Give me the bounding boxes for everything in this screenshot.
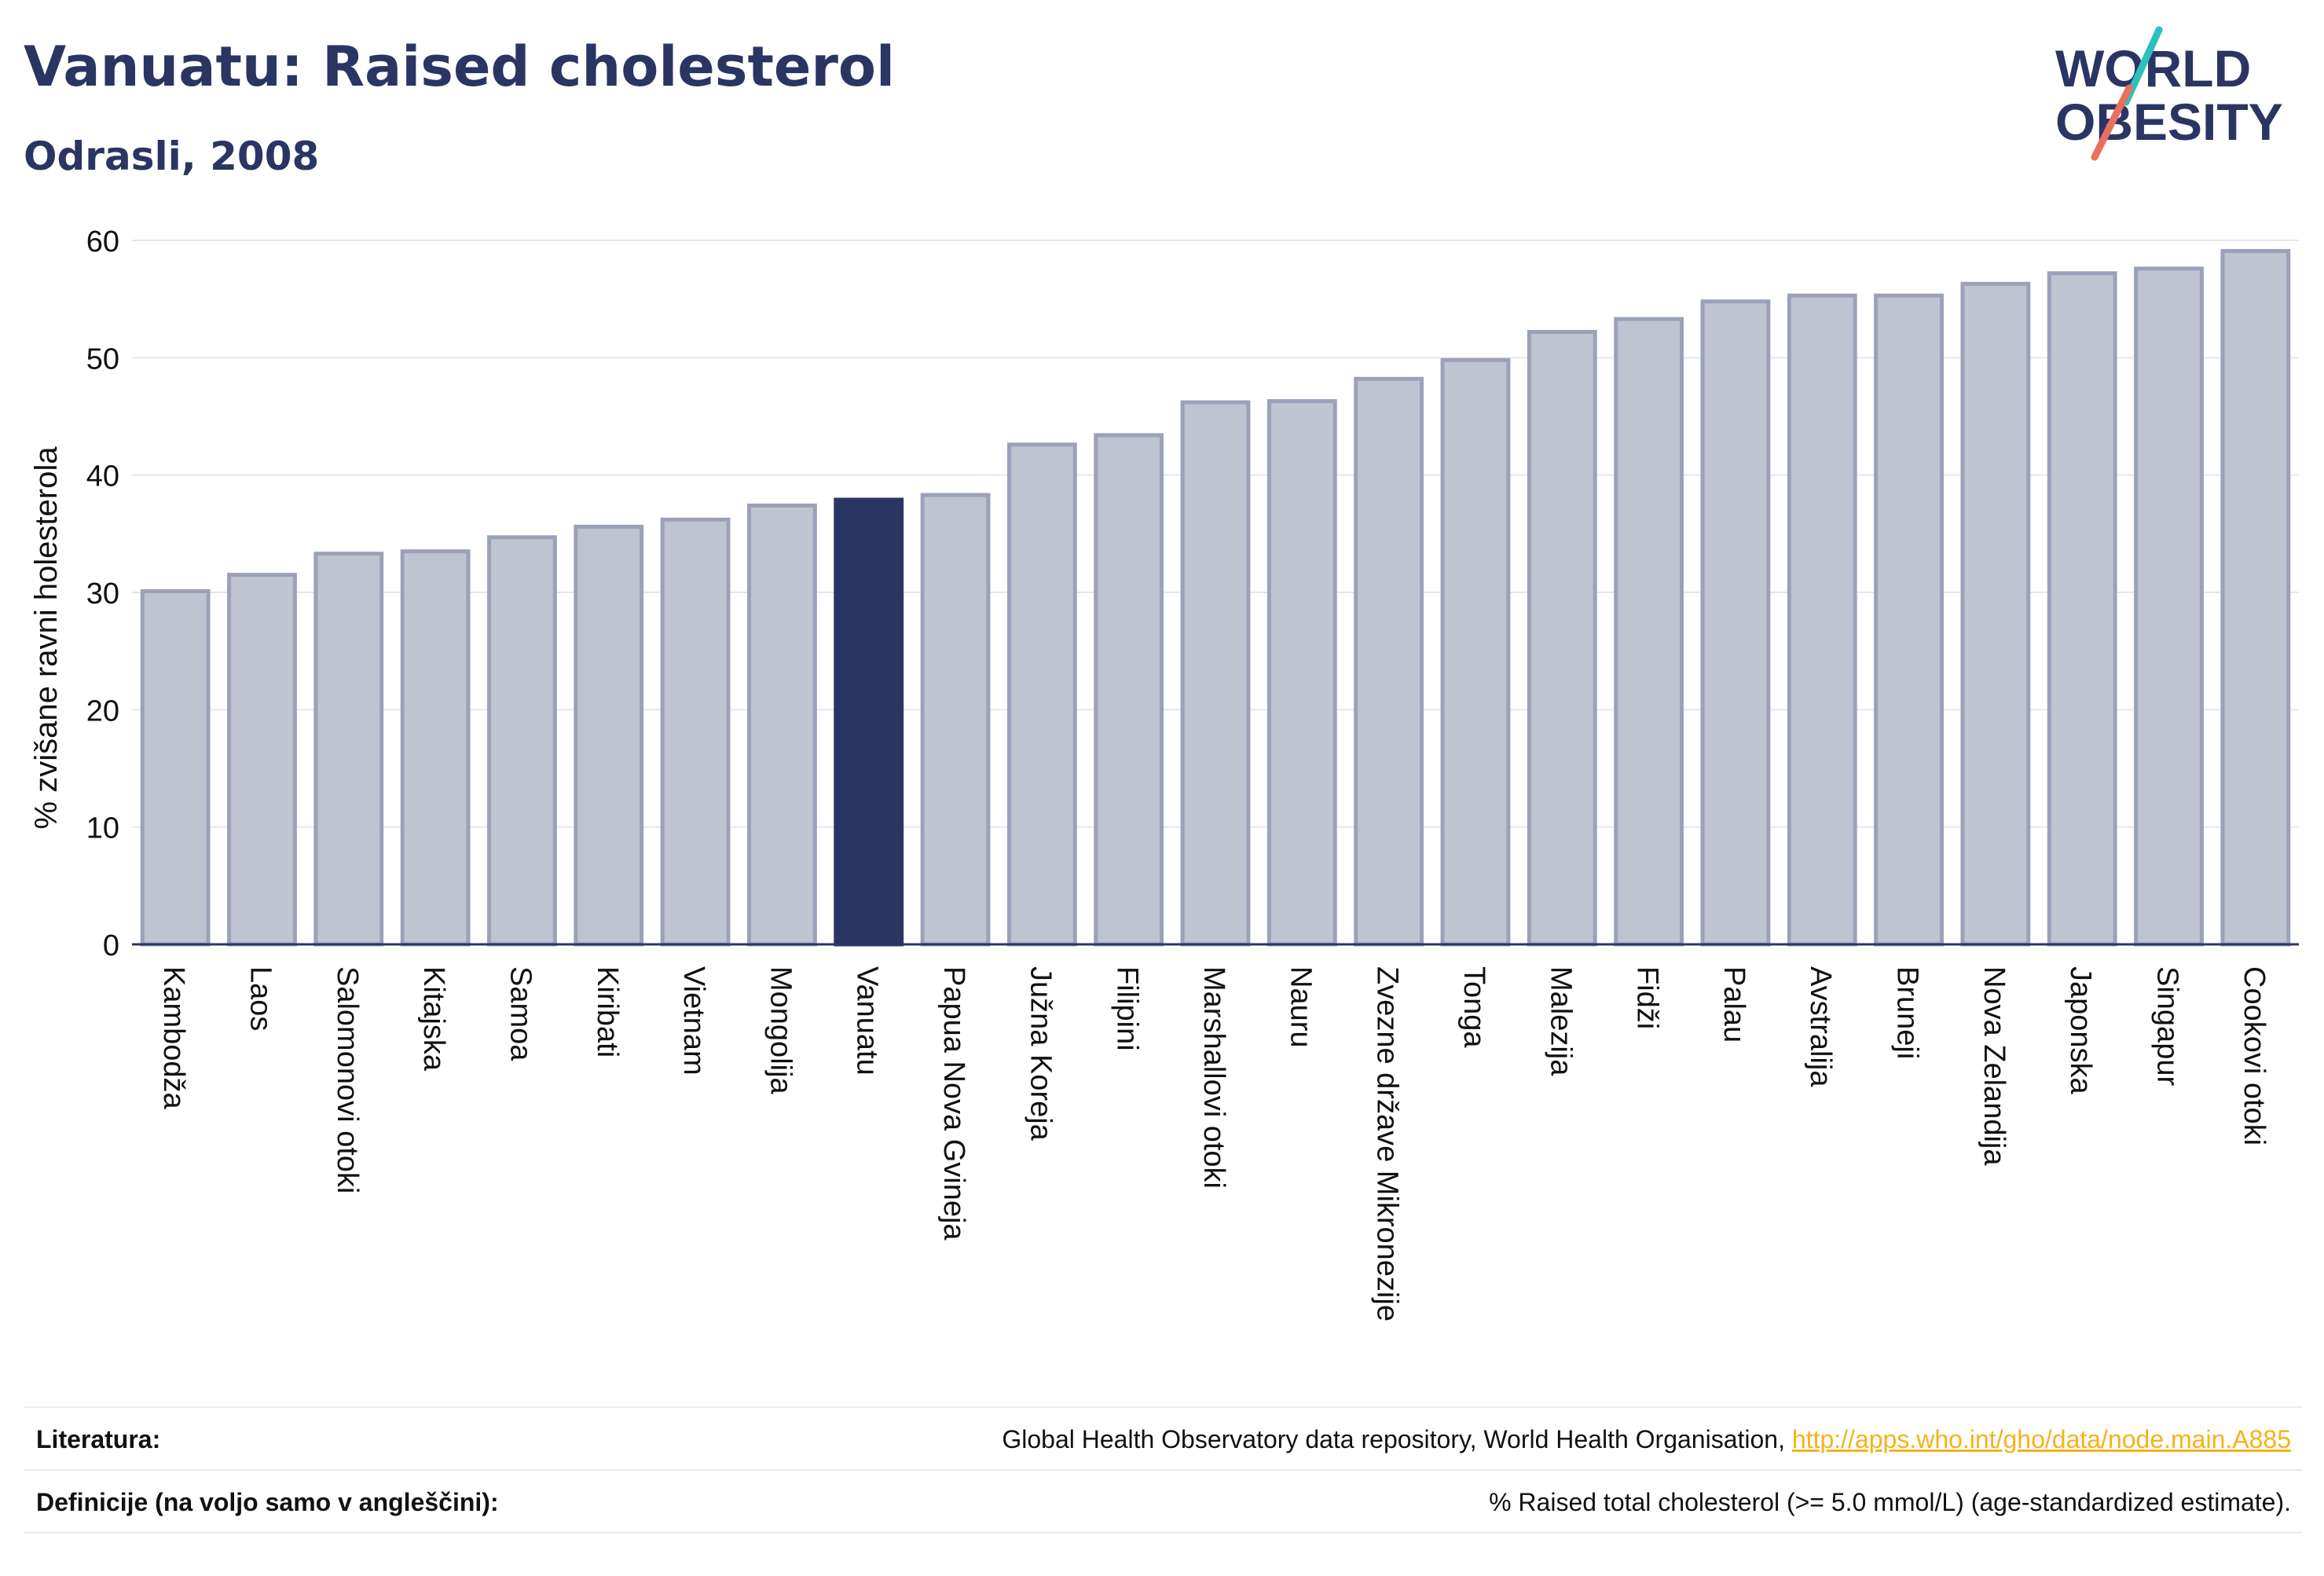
x-tick-label: Filipini <box>1111 966 1144 1051</box>
x-tick-label: Mongolija <box>764 966 797 1095</box>
bar-18 <box>1700 299 1771 947</box>
page-title: Vanuatu: Raised cholesterol <box>24 35 895 99</box>
x-tick-labels: Kambodža Laos Salomonovi otoki Kitajska Samo… <box>157 966 2271 1321</box>
footer-divider <box>24 1532 2302 1534</box>
x-tick-label: Tonga <box>1457 966 1490 1048</box>
definitions-text: % Raised total cholesterol (>= 5.0 mmol/… <box>1489 1488 2291 1516</box>
bar-11 <box>1094 433 1164 947</box>
x-tick-label: Kambodža <box>157 966 190 1110</box>
y-tick-label: 10 <box>86 812 119 845</box>
bar-4 <box>487 535 557 947</box>
x-tick-label: Bruneji <box>1891 966 1924 1059</box>
x-tick-label: Nova Zelandija <box>1978 966 2011 1166</box>
x-tick-label: Južna Koreja <box>1024 966 1057 1142</box>
world-obesity-logo: WORLD OBESITY <box>2055 26 2283 161</box>
bar-0 <box>140 589 211 947</box>
bar-5 <box>574 524 644 947</box>
logo-text-obesity: OBESITY <box>2055 93 2283 151</box>
bar-24 <box>2220 248 2291 947</box>
bar-chart: 0 10 20 30 40 50 60 Kambodža Laos Salomonovi oto… <box>29 225 2299 1321</box>
y-tick-label: 30 <box>86 577 119 610</box>
bar-13 <box>1266 399 1337 947</box>
bar-9 <box>920 493 991 947</box>
references-label: Literatura: <box>36 1425 161 1453</box>
y-tick-label: 50 <box>86 343 119 376</box>
y-axis-label: % zvišane ravni holesterola <box>29 446 64 830</box>
y-tick-label: 0 <box>103 929 119 962</box>
bar-20 <box>1874 293 1944 947</box>
x-tick-label: Vanuatu <box>851 966 884 1076</box>
bar-3 <box>400 549 471 947</box>
x-tick-label: Malezija <box>1544 966 1577 1076</box>
definitions-label: Definicije (na voljo samo v angleščini): <box>36 1488 499 1516</box>
x-tick-label: Nauru <box>1284 966 1317 1048</box>
x-tick-label: Salomonovi otoki <box>331 966 364 1193</box>
x-tick-label: Avstralija <box>1804 966 1837 1087</box>
y-tick-labels: 0 10 20 30 40 50 60 <box>86 225 119 962</box>
bar-23 <box>2134 266 2204 947</box>
bar-10 <box>1006 442 1077 947</box>
x-tick-label: Singapur <box>2151 966 2184 1086</box>
x-tick-label: Fidži <box>1631 966 1664 1029</box>
bar-8 <box>834 497 904 947</box>
bar-22 <box>2047 271 2117 947</box>
references-row: Literatura: Global Health Observatory da… <box>24 1406 2302 1472</box>
bar-12 <box>1180 400 1251 947</box>
x-tick-label: Palau <box>1717 966 1750 1043</box>
references-text: Global Health Observatory data repositor… <box>1002 1425 1792 1453</box>
x-tick-label: Kitajska <box>417 966 450 1072</box>
logo-slash-coral <box>2091 84 2133 161</box>
x-tick-label: Samoa <box>504 966 537 1061</box>
y-tick-label: 40 <box>86 460 119 493</box>
bar-2 <box>313 552 384 947</box>
y-tick-label: 20 <box>86 695 119 728</box>
x-tick-label: Papua Nova Gvineja <box>937 966 970 1241</box>
x-tick-label: Zvezne države Mikronezije <box>1371 966 1404 1321</box>
bar-15 <box>1440 357 1511 947</box>
x-tick-label: Marshallovi otoki <box>1197 966 1230 1189</box>
references-value: Global Health Observatory data repositor… <box>1002 1425 2291 1454</box>
y-tick-label: 60 <box>86 225 119 258</box>
page-subtitle: Odrasli, 2008 <box>24 134 320 179</box>
x-tick-label: Laos <box>244 966 277 1031</box>
bar-6 <box>660 517 731 947</box>
bar-16 <box>1527 329 1597 947</box>
x-tick-label: Cookovi otoki <box>2238 966 2271 1145</box>
bars <box>140 248 2291 947</box>
bar-17 <box>1614 317 1684 947</box>
x-tick-label: Kiribati <box>591 966 624 1057</box>
bar-14 <box>1354 376 1424 947</box>
x-tick-label: Vietnam <box>677 966 710 1076</box>
bar-21 <box>1960 281 2031 947</box>
bar-7 <box>746 503 817 947</box>
x-tick-label: Japonska <box>2064 966 2097 1095</box>
bar-19 <box>1787 293 1857 947</box>
references-link[interactable]: http://apps.who.int/gho/data/node.main.A… <box>1791 1425 2291 1453</box>
definitions-row: Definicije (na voljo samo v angleščini):… <box>24 1469 2302 1535</box>
bar-1 <box>227 573 297 947</box>
